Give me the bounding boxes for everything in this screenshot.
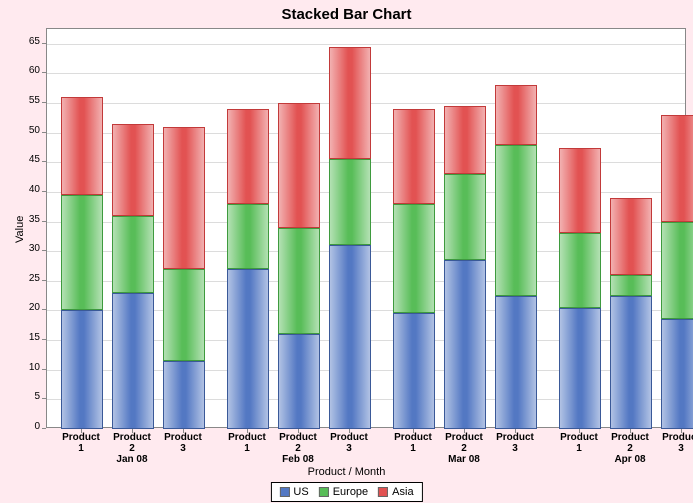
y-tick-label: 0 bbox=[2, 421, 40, 432]
y-tick-label: 20 bbox=[2, 302, 40, 313]
bar-segment bbox=[163, 127, 205, 269]
legend-swatch bbox=[319, 487, 329, 497]
bar-segment bbox=[495, 85, 537, 144]
plot-area bbox=[46, 28, 686, 428]
legend-item: US bbox=[279, 486, 308, 498]
y-tick-label: 5 bbox=[2, 391, 40, 402]
y-tick-label: 25 bbox=[2, 273, 40, 284]
bar-segment bbox=[559, 233, 601, 307]
bar-segment bbox=[610, 275, 652, 296]
bar-segment bbox=[495, 296, 537, 429]
y-tick-mark bbox=[42, 191, 46, 192]
bar-segment bbox=[112, 124, 154, 216]
bar-segment bbox=[227, 204, 269, 269]
y-tick-label: 30 bbox=[2, 243, 40, 254]
y-tick-mark bbox=[42, 280, 46, 281]
bar-segment bbox=[495, 145, 537, 296]
y-tick-label: 55 bbox=[2, 95, 40, 106]
bar-segment bbox=[278, 103, 320, 227]
x-tick-label: Product 3Product3 bbox=[656, 432, 693, 454]
bar-segment bbox=[329, 245, 371, 429]
x-tick-label: Product 1Product1 bbox=[56, 432, 106, 454]
y-tick-mark bbox=[42, 309, 46, 310]
bar-segment bbox=[661, 222, 693, 320]
y-tick-mark bbox=[42, 221, 46, 222]
y-tick-label: 40 bbox=[2, 184, 40, 195]
x-tick-label: Product 2Product2 bbox=[439, 432, 489, 454]
x-tick-label: Product 1Product1 bbox=[388, 432, 438, 454]
chart-container: Stacked Bar Chart05101520253035404550556… bbox=[0, 0, 693, 503]
y-tick-mark bbox=[42, 369, 46, 370]
x-group-label: Feb 08 bbox=[258, 454, 338, 465]
bar-segment bbox=[61, 310, 103, 429]
legend-item: Europe bbox=[319, 486, 368, 498]
bar-segment bbox=[559, 308, 601, 429]
bar-segment bbox=[444, 106, 486, 174]
y-tick-mark bbox=[42, 428, 46, 429]
y-tick-mark bbox=[42, 250, 46, 251]
bar-segment bbox=[163, 269, 205, 361]
x-group-label: Jan 08 bbox=[92, 454, 172, 465]
bar-segment bbox=[278, 334, 320, 429]
legend: US Europe Asia bbox=[270, 482, 422, 502]
y-tick-mark bbox=[42, 132, 46, 133]
bar-segment bbox=[227, 109, 269, 204]
bar-segment bbox=[444, 174, 486, 260]
x-tick-label: Product 2Product2 bbox=[107, 432, 157, 454]
bar-segment bbox=[329, 159, 371, 245]
x-tick-label: Product 1Product1 bbox=[222, 432, 272, 454]
legend-swatch bbox=[378, 487, 388, 497]
x-tick-label: Product 3Product3 bbox=[490, 432, 540, 454]
bar-segment bbox=[112, 216, 154, 293]
y-tick-mark bbox=[42, 161, 46, 162]
chart-title: Stacked Bar Chart bbox=[0, 6, 693, 23]
y-tick-label: 65 bbox=[2, 36, 40, 47]
y-tick-mark bbox=[42, 43, 46, 44]
y-tick-label: 10 bbox=[2, 362, 40, 373]
x-tick-label: Product 3Product3 bbox=[158, 432, 208, 454]
y-gridline bbox=[47, 44, 685, 45]
x-axis-label: Product / Month bbox=[0, 466, 693, 478]
x-group-label: Mar 08 bbox=[424, 454, 504, 465]
bar-segment bbox=[444, 260, 486, 429]
y-tick-mark bbox=[42, 339, 46, 340]
bar-segment bbox=[393, 204, 435, 314]
y-tick-label: 45 bbox=[2, 154, 40, 165]
y-tick-label: 15 bbox=[2, 332, 40, 343]
bar-segment bbox=[610, 198, 652, 275]
legend-label: Europe bbox=[333, 486, 368, 498]
bar-segment bbox=[661, 115, 693, 222]
bar-segment bbox=[329, 47, 371, 160]
legend-item: Asia bbox=[378, 486, 413, 498]
bar-segment bbox=[163, 361, 205, 429]
y-tick-mark bbox=[42, 102, 46, 103]
bar-segment bbox=[61, 97, 103, 195]
bar-segment bbox=[559, 148, 601, 234]
bar-segment bbox=[661, 319, 693, 429]
y-axis-label: Value bbox=[14, 216, 26, 243]
y-tick-label: 60 bbox=[2, 65, 40, 76]
legend-swatch bbox=[279, 487, 289, 497]
bar-segment bbox=[393, 313, 435, 429]
x-tick-label: Product 1Product1 bbox=[554, 432, 604, 454]
y-tick-mark bbox=[42, 72, 46, 73]
bar-segment bbox=[278, 228, 320, 335]
bar-segment bbox=[61, 195, 103, 311]
bar-segment bbox=[112, 293, 154, 429]
y-tick-mark bbox=[42, 398, 46, 399]
legend-label: US bbox=[293, 486, 308, 498]
x-group-label: Apr 08 bbox=[590, 454, 670, 465]
bar-segment bbox=[227, 269, 269, 429]
legend-label: Asia bbox=[392, 486, 413, 498]
x-tick-label: Product 2Product2 bbox=[273, 432, 323, 454]
bar-segment bbox=[393, 109, 435, 204]
y-tick-label: 50 bbox=[2, 125, 40, 136]
x-tick-label: Product 2Product2 bbox=[605, 432, 655, 454]
x-tick-label: Product 3Product3 bbox=[324, 432, 374, 454]
bar-segment bbox=[610, 296, 652, 429]
